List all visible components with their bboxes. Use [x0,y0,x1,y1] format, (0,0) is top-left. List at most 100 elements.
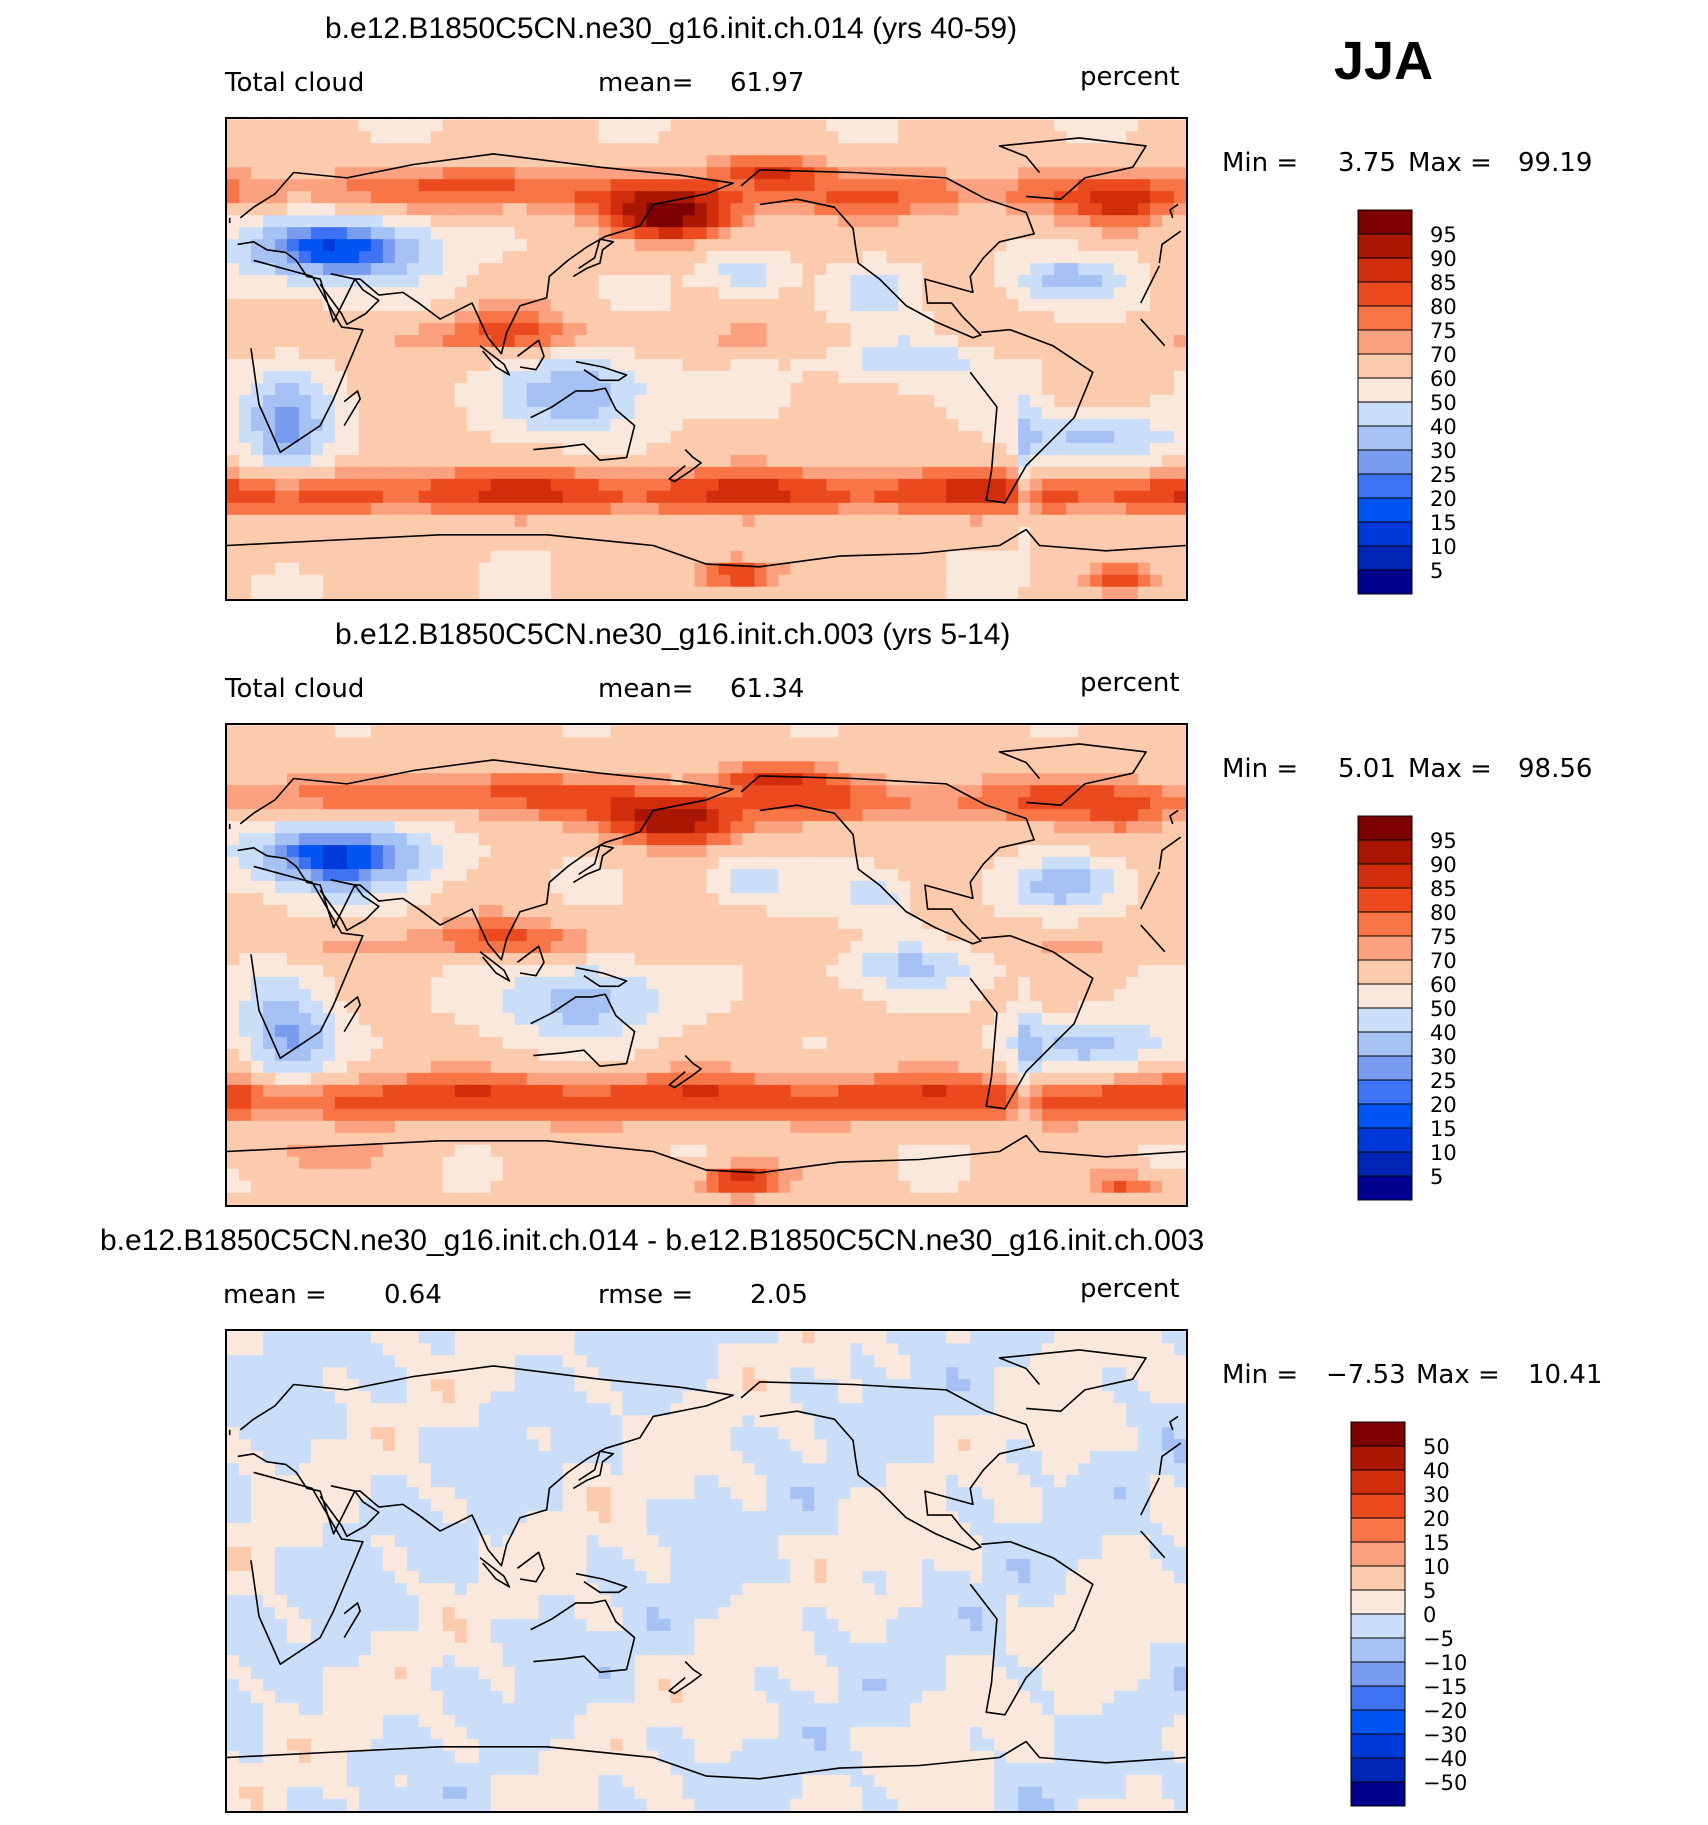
colorbar-level-label: 20 [1423,1507,1450,1531]
colorbar-swatch [1357,257,1413,283]
colorbar-swatch [1350,1421,1406,1447]
colorbar-level-label: 0 [1423,1603,1436,1627]
colorbar-swatch [1357,521,1413,547]
colorbar-level-label: 15 [1430,1117,1457,1141]
panel-3-rmse-value: 2.05 [750,1280,808,1310]
panel-3-map [225,1329,1188,1813]
panel-1-mean-label: mean= [598,68,694,98]
colorbar-swatch [1350,1685,1406,1711]
panel-3-max-value: 10.41 [1528,1360,1603,1390]
colorbar-level-label: 40 [1430,1021,1457,1045]
panel-3-mean-label: mean = [223,1280,327,1310]
colorbar-level-label: −10 [1423,1651,1467,1675]
season-label: JJA [1334,31,1434,91]
panel-1-map [225,117,1188,601]
colorbar-level-label: 20 [1430,487,1457,511]
panel-3-colorbar: 50 40 30 20 15 10 5 0 −5 −10 −15 −20 −30 −40 −50 [1350,1421,1481,1807]
colorbar-level-label: 30 [1430,439,1457,463]
colorbar-swatch [1350,1469,1406,1495]
colorbar-swatch [1357,911,1413,937]
colorbar-swatch [1357,377,1413,403]
colorbar-level-label: 25 [1430,1069,1457,1093]
panel-1-colorbar: 95 90 85 80 75 70 60 50 40 30 25 20 15 10 5 [1357,209,1478,595]
colorbar-swatch [1357,983,1413,1009]
colorbar-swatch [1350,1781,1406,1807]
colorbar-level-label: 95 [1430,223,1457,247]
colorbar-swatch [1350,1733,1406,1759]
panel-1-title: b.e12.B1850C5CN.ne30_g16.init.ch.014 (yr… [325,12,1018,45]
colorbar-level-label: 5 [1430,1165,1443,1189]
panel-1-min-label: Min = [1222,148,1299,178]
colorbar-level-label: 85 [1430,271,1457,295]
colorbar-level-label: −20 [1423,1699,1467,1723]
panel-3-mean-value: 0.64 [384,1280,442,1310]
colorbar-level-label: 5 [1430,559,1443,583]
panel-3-title: b.e12.B1850C5CN.ne30_g16.init.ch.014 - b… [100,1224,1205,1257]
colorbar-swatch [1357,233,1413,259]
panel-1-variable-label: Total cloud [225,68,365,98]
colorbar-level-label: 10 [1430,535,1457,559]
colorbar-level-label: 50 [1430,997,1457,1021]
colorbar-level-label: 80 [1430,901,1457,925]
panel-3-units: percent [1080,1274,1180,1304]
colorbar-level-label: 60 [1430,973,1457,997]
colorbar-swatch [1357,497,1413,523]
colorbar-level-label: 95 [1430,829,1457,853]
panel-1-max-label: Max = [1408,148,1492,178]
colorbar-swatch [1357,353,1413,379]
colorbar-level-label: 50 [1430,391,1457,415]
panel-2-map [225,723,1188,1207]
colorbar-level-label: 10 [1430,1141,1457,1165]
colorbar-swatch [1350,1613,1406,1639]
colorbar-level-label: 15 [1430,511,1457,535]
colorbar-swatch [1350,1541,1406,1567]
colorbar-swatch [1350,1709,1406,1735]
colorbar-swatch [1357,1175,1413,1201]
colorbar-swatch [1350,1757,1406,1783]
colorbar-swatch [1357,449,1413,475]
colorbar-level-label: 70 [1430,949,1457,973]
panel-2-max-value: 98.56 [1518,754,1593,784]
colorbar-level-label: 85 [1430,877,1457,901]
panel-2-title: b.e12.B1850C5CN.ne30_g16.init.ch.003 (yr… [335,618,1011,651]
colorbar-level-label: 5 [1423,1579,1436,1603]
colorbar-level-label: 50 [1423,1435,1450,1459]
colorbar-swatch [1357,863,1413,889]
colorbar-swatch [1357,1127,1413,1153]
colorbar-swatch [1357,839,1413,865]
colorbar-swatch [1350,1445,1406,1471]
colorbar-level-label: −50 [1423,1771,1467,1795]
panel-2-variable-label: Total cloud [225,674,365,704]
colorbar-level-label: 90 [1430,853,1457,877]
panel-3-max-label: Max = [1416,1360,1500,1390]
panel-2-mean-value: 61.34 [730,674,805,704]
colorbar-swatch [1357,209,1413,235]
colorbar-level-label: 75 [1430,319,1457,343]
panel-1-min-value: 3.75 [1338,148,1396,178]
colorbar-level-label: 60 [1430,367,1457,391]
panel-2-units: percent [1080,668,1180,698]
colorbar-swatch [1357,1151,1413,1177]
colorbar-level-label: 15 [1423,1531,1450,1555]
colorbar-level-label: 70 [1430,343,1457,367]
colorbar-level-label: −40 [1423,1747,1467,1771]
colorbar-swatch [1357,935,1413,961]
colorbar-swatch [1357,1007,1413,1033]
panel-2-mean-label: mean= [598,674,694,704]
panel-2-colorbar: 95 90 85 80 75 70 60 50 40 30 25 20 15 10 5 [1357,815,1478,1201]
panel-1-mean-value: 61.97 [730,68,805,98]
colorbar-level-label: 20 [1430,1093,1457,1117]
colorbar-swatch [1357,545,1413,571]
colorbar-level-label: 30 [1423,1483,1450,1507]
panel-2-min-label: Min = [1222,754,1299,784]
colorbar-swatch [1357,1103,1413,1129]
colorbar-swatch [1357,473,1413,499]
panel-2-max-label: Max = [1408,754,1492,784]
colorbar-level-label: −5 [1423,1627,1454,1651]
colorbar-swatch [1350,1565,1406,1591]
colorbar-swatch [1357,1055,1413,1081]
colorbar-level-label: 30 [1430,1045,1457,1069]
colorbar-level-label: 90 [1430,247,1457,271]
colorbar-swatch [1350,1661,1406,1687]
panel-3-min-value: −7.53 [1326,1360,1406,1390]
